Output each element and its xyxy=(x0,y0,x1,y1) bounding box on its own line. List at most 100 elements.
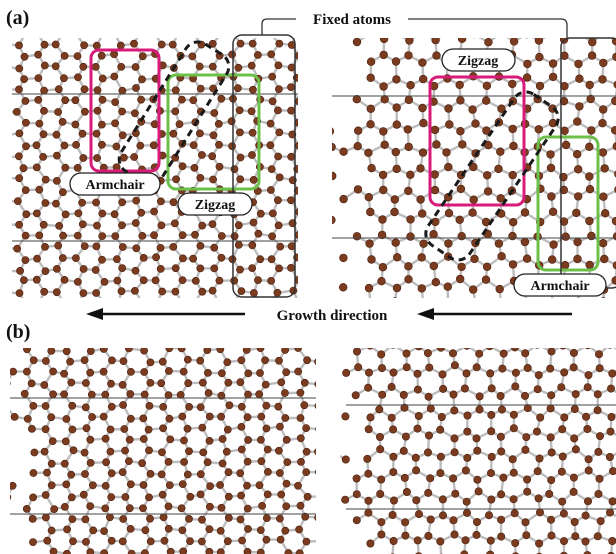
atom xyxy=(364,425,373,434)
atom xyxy=(497,405,506,414)
atom xyxy=(444,209,454,218)
atom xyxy=(82,336,89,343)
atom xyxy=(417,284,426,293)
atom xyxy=(210,109,219,117)
atom xyxy=(146,358,155,367)
atom xyxy=(339,283,348,292)
atom xyxy=(52,130,61,139)
atom xyxy=(418,58,427,67)
atom xyxy=(332,127,335,135)
atom xyxy=(418,28,426,36)
atom xyxy=(116,41,125,50)
atom xyxy=(15,64,24,73)
atom xyxy=(217,232,226,240)
atom xyxy=(215,140,223,149)
bond xyxy=(319,418,326,429)
atom xyxy=(222,447,231,456)
atom xyxy=(110,72,119,81)
atom xyxy=(426,474,435,483)
atom xyxy=(111,98,120,106)
atom xyxy=(322,504,329,511)
atom xyxy=(118,131,127,140)
atom xyxy=(367,255,376,264)
atom xyxy=(415,348,423,351)
atom xyxy=(390,195,399,204)
atom xyxy=(15,174,24,183)
atom xyxy=(314,75,322,83)
atom xyxy=(72,140,80,149)
atom xyxy=(21,186,30,194)
atom xyxy=(497,447,506,456)
atom xyxy=(496,147,505,156)
atom xyxy=(10,367,17,376)
atom xyxy=(256,348,265,352)
bond xyxy=(297,100,298,103)
atom xyxy=(302,468,311,476)
atom xyxy=(469,195,478,204)
atom xyxy=(160,536,169,545)
atom xyxy=(68,401,77,410)
atom xyxy=(456,184,466,194)
atom xyxy=(110,210,119,219)
atom xyxy=(171,264,180,273)
bond xyxy=(321,483,326,496)
atom xyxy=(559,96,569,106)
atom xyxy=(380,95,389,104)
atom xyxy=(92,198,100,207)
atom xyxy=(236,265,244,274)
atom xyxy=(118,86,127,95)
atom xyxy=(10,412,19,421)
atom xyxy=(455,80,464,90)
atom xyxy=(510,509,519,518)
atom xyxy=(256,435,265,444)
atom xyxy=(217,30,224,37)
atom xyxy=(593,390,602,399)
atom xyxy=(203,368,212,377)
atom xyxy=(157,379,166,388)
bond xyxy=(553,304,566,310)
atom xyxy=(468,208,477,217)
atom xyxy=(185,515,193,523)
atom xyxy=(585,172,594,181)
atom xyxy=(301,512,310,521)
atom xyxy=(401,531,410,540)
atom xyxy=(22,210,31,219)
bond xyxy=(319,472,326,483)
atom xyxy=(511,382,520,391)
atom xyxy=(287,152,296,161)
atom xyxy=(43,536,52,545)
atom xyxy=(47,481,56,490)
atom xyxy=(80,41,88,50)
atom xyxy=(157,470,166,479)
atom xyxy=(92,41,101,50)
atom xyxy=(223,425,232,434)
atom xyxy=(236,175,245,184)
atom xyxy=(92,242,101,251)
atom xyxy=(119,515,128,523)
atom xyxy=(354,363,363,372)
atom xyxy=(15,289,24,297)
atom xyxy=(400,473,409,482)
atom xyxy=(536,413,545,422)
atom xyxy=(63,525,71,534)
atom xyxy=(486,348,494,351)
atom xyxy=(179,367,188,376)
atom xyxy=(236,378,245,387)
atom xyxy=(100,29,107,36)
atom xyxy=(130,39,138,48)
bond xyxy=(332,139,333,149)
atom xyxy=(595,432,604,441)
atom xyxy=(268,97,277,106)
atom xyxy=(547,255,557,264)
atom xyxy=(600,209,610,218)
atom xyxy=(282,368,291,377)
atom xyxy=(532,427,541,436)
atom xyxy=(215,276,224,285)
bond xyxy=(0,238,4,248)
atom xyxy=(523,475,532,484)
atom xyxy=(32,141,41,150)
fixed-atoms-bracket xyxy=(261,18,568,38)
atom xyxy=(141,549,149,554)
atom xyxy=(352,474,361,483)
atom xyxy=(332,215,336,225)
